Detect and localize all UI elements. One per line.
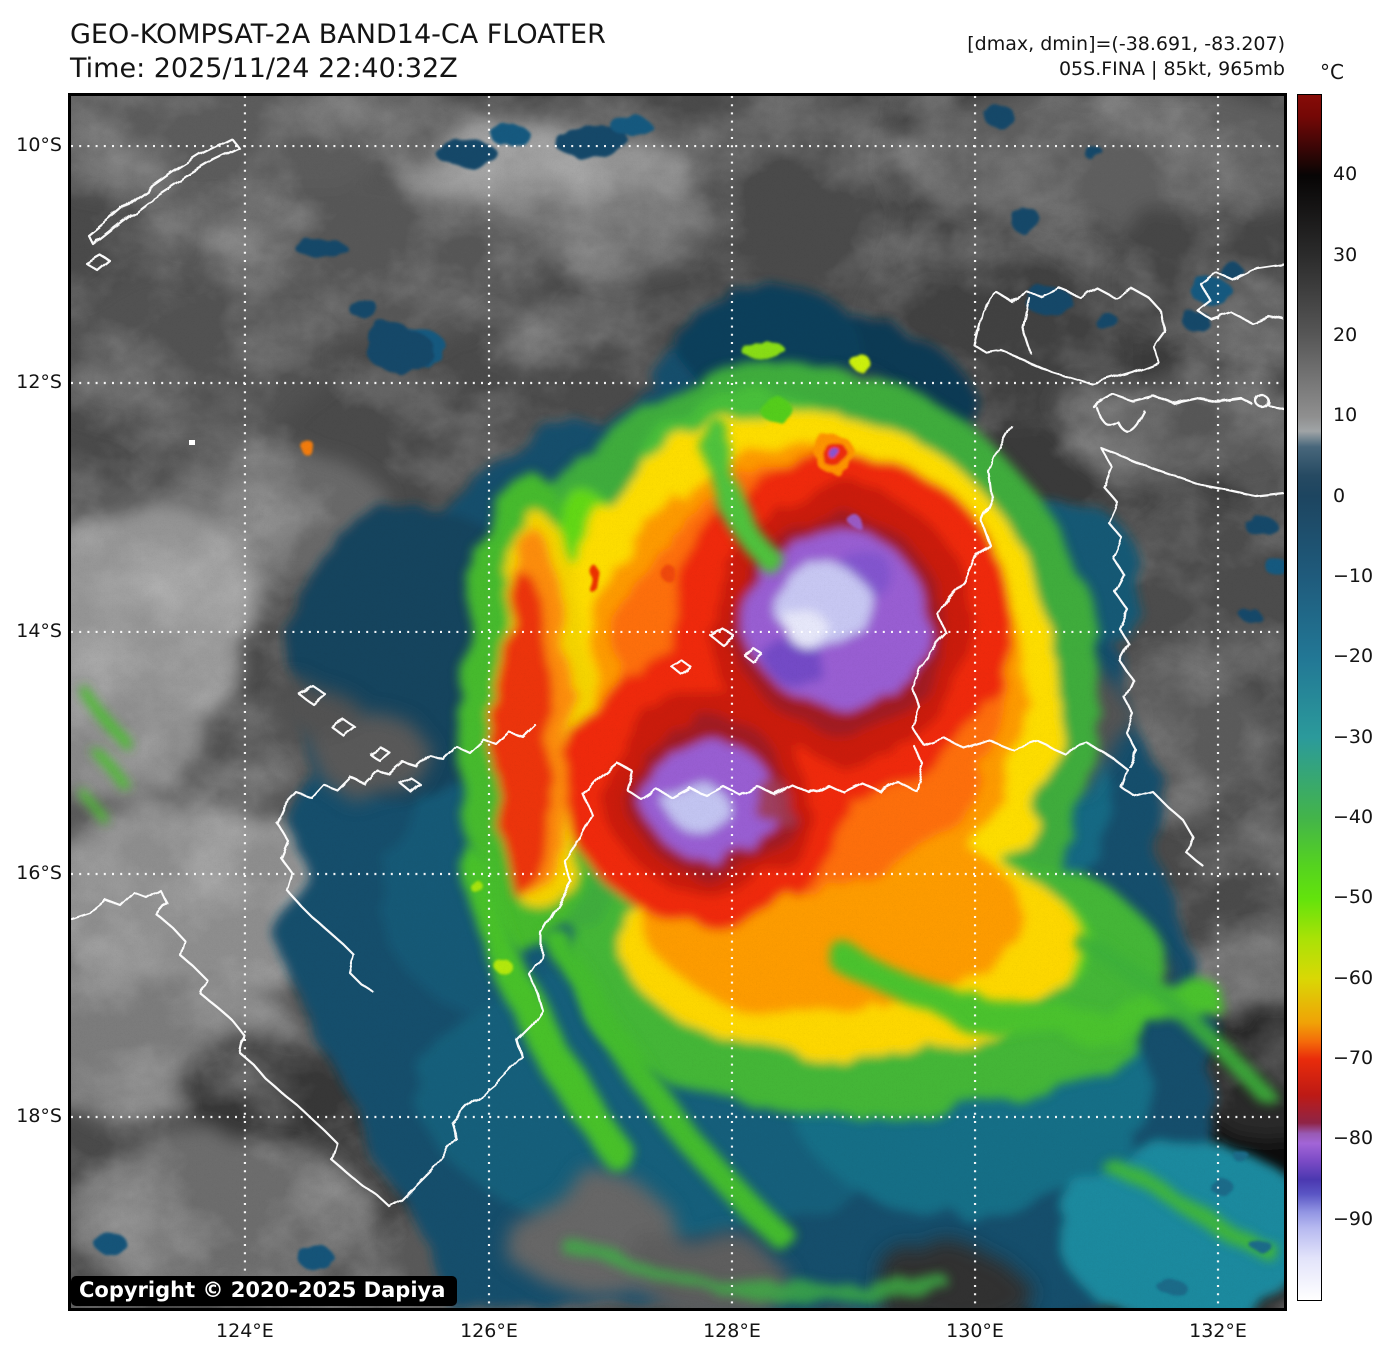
- map-frame: Copyright © 2020-2025 Dapiya: [68, 93, 1287, 1311]
- colorbar-tick-label: −70: [1333, 1047, 1374, 1069]
- y-axis-tick-label: 18°S: [16, 1104, 62, 1127]
- y-axis-tick-label: 14°S: [16, 619, 62, 642]
- colorbar-tick-label: 30: [1333, 243, 1358, 266]
- colorbar-tick-label: 10: [1333, 404, 1358, 427]
- colorbar-unit-label: °C: [1320, 60, 1344, 84]
- x-axis-tick-label: 130°E: [946, 1320, 1004, 1342]
- colorbar-tick-label: −30: [1333, 725, 1374, 748]
- colorbar-tick-label: 20: [1333, 324, 1358, 346]
- y-axis-tick-label: 16°S: [16, 861, 62, 884]
- colorbar-tick-label: 0: [1333, 484, 1346, 507]
- copyright-badge: Copyright © 2020-2025 Dapiya: [71, 1276, 458, 1306]
- colorbar-tick-label: −60: [1333, 966, 1374, 989]
- storm-info-label: 05S.FINA | 85kt, 965mb: [1058, 58, 1285, 80]
- colorbar-tick-label: −80: [1333, 1127, 1374, 1150]
- dmax-dmin-label: [dmax, dmin]=(-38.691, -83.207): [967, 33, 1285, 55]
- colorbar-tick-label: −10: [1333, 565, 1374, 587]
- colorbar-tick-label: −50: [1333, 886, 1374, 909]
- grain-overlay: [71, 96, 1284, 1308]
- hot-pixel-dot: [189, 440, 195, 445]
- time-label: Time: 2025/11/24 22:40:32Z: [70, 53, 458, 84]
- colorbar-tick-label: −40: [1333, 806, 1374, 828]
- page-title: GEO-KOMPSAT-2A BAND14-CA FLOATER: [70, 19, 606, 50]
- x-axis-tick-label: 132°E: [1189, 1320, 1247, 1342]
- y-axis-tick-label: 10°S: [16, 134, 62, 157]
- colorbar: [1297, 94, 1322, 1301]
- x-axis-tick-label: 128°E: [703, 1320, 761, 1342]
- colorbar-tick-label: −90: [1333, 1207, 1374, 1230]
- colorbar-tick-label: 40: [1333, 163, 1358, 186]
- y-axis-tick-label: 12°S: [16, 371, 62, 393]
- colorbar-tick-label: −20: [1333, 645, 1374, 668]
- grid-overlay: [71, 96, 1284, 1308]
- x-axis-tick-label: 126°E: [460, 1320, 518, 1342]
- annotation-block: [dmax, dmin]=(-38.691, -83.207) 05S.FINA…: [967, 32, 1285, 82]
- x-axis-tick-label: 124°E: [216, 1320, 274, 1342]
- title-block: GEO-KOMPSAT-2A BAND14-CA FLOATER Time: 2…: [70, 18, 606, 86]
- satellite-map-image: [71, 96, 1284, 1308]
